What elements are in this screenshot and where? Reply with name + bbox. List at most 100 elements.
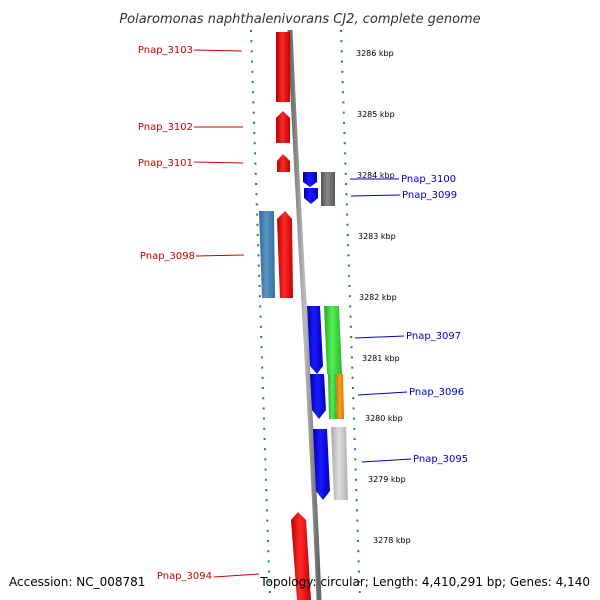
- gene-feature-pnap-3095[interactable]: [313, 429, 330, 500]
- gene-label-pnap-3100[interactable]: Pnap_3100: [401, 174, 456, 185]
- ruler-tick: [344, 152, 347, 155]
- gene-feature-pnap-3097[interactable]: [307, 306, 323, 374]
- ruler-tick: [347, 254, 350, 257]
- ruler-tick: [358, 591, 361, 593]
- ruler-tick: [259, 325, 262, 328]
- ruler-tick: [351, 366, 354, 369]
- ruler-tick: [260, 346, 263, 349]
- ruler-tick: [256, 234, 259, 236]
- ruler-tick: [257, 264, 260, 267]
- gene-label-pnap-3102[interactable]: Pnap_3102: [138, 122, 193, 133]
- gene-label-pnap-3097[interactable]: Pnap_3097: [406, 331, 461, 342]
- ruler-tick: [251, 70, 254, 73]
- gene-label-leader-line: [213, 573, 260, 578]
- gene-feature-pnap-3101[interactable]: [277, 154, 290, 172]
- forward-features: [259, 32, 311, 600]
- ruler-tick: [254, 162, 257, 165]
- ruler-tick: [256, 223, 259, 226]
- gene-feature-pnap-3098[interactable]: [277, 211, 293, 298]
- kbp-tick-label: 3278 kbp: [373, 536, 411, 545]
- ruler-tick: [357, 550, 360, 553]
- ruler-tick: [357, 560, 360, 563]
- ruler-tick: [348, 295, 351, 298]
- ruler-tick: [345, 193, 348, 196]
- ruler-tick: [352, 397, 355, 400]
- ruler-tick: [342, 91, 345, 94]
- ruler-tick: [358, 580, 361, 583]
- gene-feature-pnap-3097-ortholog[interactable]: [324, 306, 342, 374]
- gene-feature-pnap-3103[interactable]: [276, 32, 290, 102]
- kbp-tick-label: 3283 kbp: [358, 232, 396, 241]
- ruler-tick: [255, 203, 258, 206]
- ruler-tick: [265, 509, 268, 512]
- ruler-tick: [264, 468, 267, 471]
- ruler-tick: [342, 101, 345, 104]
- gene-feature-pnap-3102[interactable]: [276, 111, 290, 143]
- gene-feature-pnap-3096-ortholog-green[interactable]: [328, 374, 337, 419]
- ruler-tick: [353, 427, 356, 430]
- ruler-tick: [343, 121, 346, 124]
- gene-label-pnap-3098[interactable]: Pnap_3098: [140, 251, 195, 262]
- ruler-tick: [346, 223, 349, 226]
- ruler-tick: [260, 336, 263, 338]
- kbp-tick-label: 3284 kbp: [357, 171, 395, 180]
- gene-label-leader-line: [354, 335, 405, 339]
- ruler-tick: [267, 560, 270, 563]
- ruler-tick: [348, 285, 351, 287]
- ruler-tick: [352, 407, 355, 410]
- gene-label-pnap-3096[interactable]: Pnap_3096: [409, 387, 464, 398]
- ruler-tick: [266, 529, 269, 532]
- ruler-right: [340, 30, 361, 593]
- ruler-tick: [358, 570, 361, 573]
- gene-label-pnap-3101[interactable]: Pnap_3101: [138, 158, 193, 169]
- ruler-tick: [254, 152, 257, 155]
- ruler-tick: [258, 285, 261, 287]
- ruler-tick: [268, 580, 271, 583]
- ruler-tick: [355, 509, 358, 512]
- ruler-tick: [263, 427, 266, 430]
- gene-label-pnap-3094[interactable]: Pnap_3094: [157, 571, 212, 582]
- ruler-tick: [349, 315, 352, 318]
- ruler-tick: [259, 315, 262, 318]
- ruler-tick: [262, 407, 265, 410]
- gene-feature-pnap-3098-ortholog[interactable]: [259, 211, 275, 298]
- ruler-tick: [255, 183, 258, 185]
- ruler-tick: [264, 478, 267, 481]
- ruler-tick: [345, 203, 348, 206]
- kbp-tick-label: 3280 kbp: [365, 414, 403, 423]
- ruler-tick: [260, 356, 263, 359]
- ruler-tick: [265, 499, 268, 502]
- gene-feature-pnap-3096-ortholog-orange[interactable]: [336, 374, 344, 419]
- ruler-tick: [346, 234, 349, 236]
- genome-summary-text: Topology: circular; Length: 4,410,291 bp…: [259, 575, 590, 589]
- ruler-tick: [252, 101, 255, 104]
- gene-feature-pnap-3096[interactable]: [310, 374, 326, 419]
- gene-label-pnap-3103[interactable]: Pnap_3103: [138, 45, 193, 56]
- ruler-tick: [259, 305, 262, 308]
- gene-feature-pnap-3100-ortholog[interactable]: [321, 172, 335, 206]
- ruler-tick: [351, 376, 354, 379]
- gene-label-leader-line: [357, 391, 408, 396]
- ruler-tick: [251, 81, 254, 83]
- ruler-tick: [261, 387, 264, 389]
- kbp-tick-label: 3286 kbp: [356, 49, 394, 58]
- ruler-tick: [350, 336, 353, 338]
- gene-feature-pnap-3095-ortholog[interactable]: [331, 427, 348, 500]
- gene-feature-pnap-3099[interactable]: [304, 188, 318, 204]
- ruler-tick: [341, 81, 344, 83]
- gene-label-pnap-3099[interactable]: Pnap_3099: [402, 190, 457, 201]
- ruler-left: [250, 30, 271, 593]
- ruler-tick: [250, 50, 253, 53]
- ruler-tick: [252, 111, 255, 114]
- ruler-tick: [355, 499, 358, 502]
- ruler-tick: [355, 489, 358, 491]
- ruler-tick: [264, 458, 267, 461]
- gene-feature-pnap-3100[interactable]: [303, 172, 317, 187]
- gene-label-pnap-3095[interactable]: Pnap_3095: [413, 454, 468, 465]
- ruler-tick: [347, 244, 350, 247]
- ruler-tick: [350, 346, 353, 349]
- ruler-tick: [354, 478, 357, 481]
- gene-feature-pnap-3094[interactable]: [291, 512, 311, 600]
- ruler-tick: [356, 529, 359, 532]
- kbp-tick-label: 3282 kbp: [359, 293, 397, 302]
